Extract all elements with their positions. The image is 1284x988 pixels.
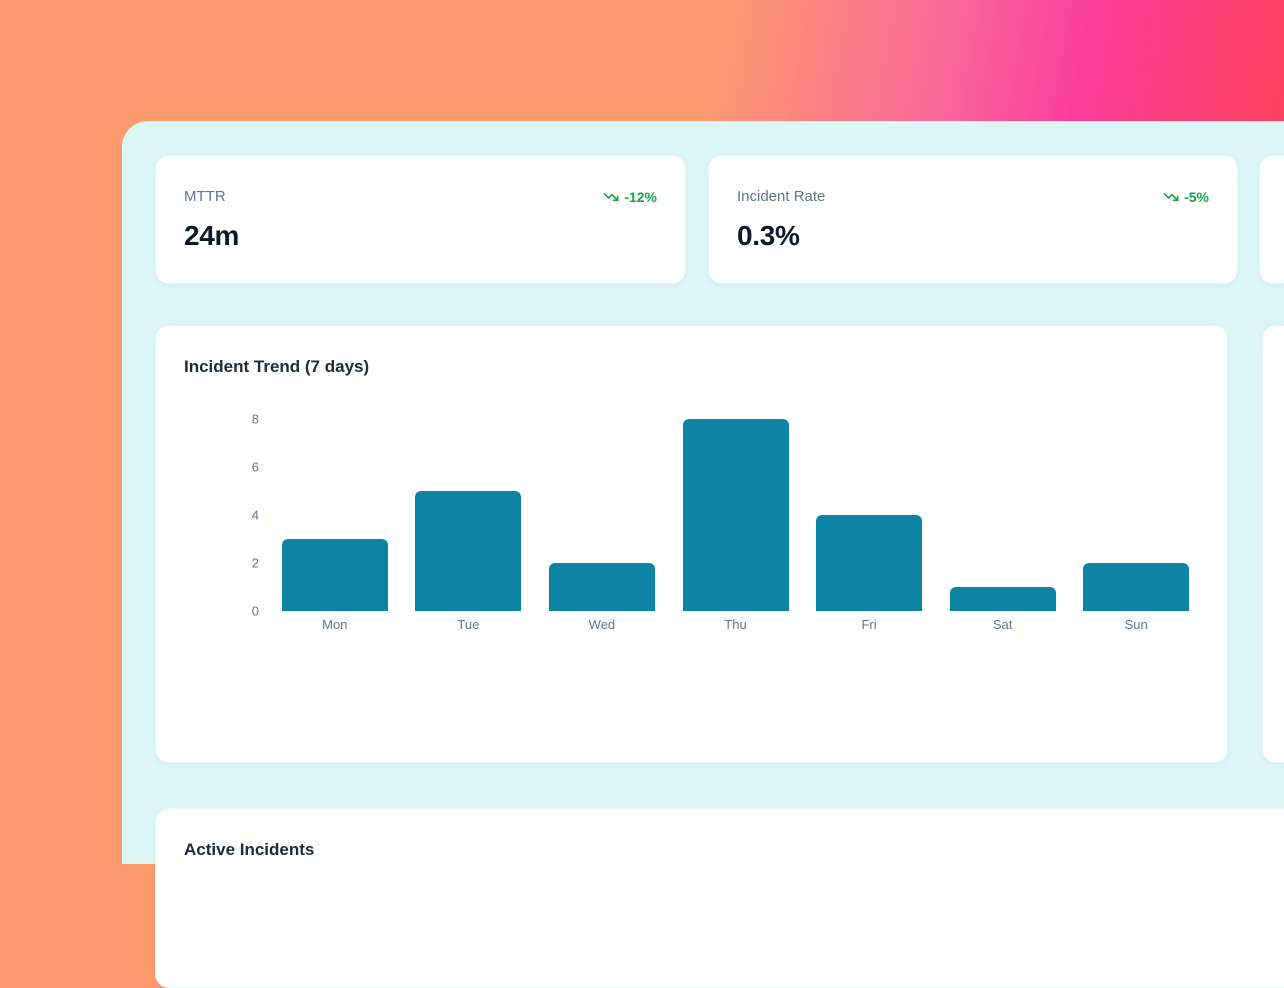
kpi-trend-value: -5% [1184, 189, 1209, 205]
x-tick-label: Wed [588, 617, 616, 632]
kpi-value: 0.3% [737, 220, 800, 251]
trending-down-icon [603, 189, 619, 205]
kpi-trend-badge: -5% [1163, 189, 1209, 205]
bar-sat [949, 587, 1056, 611]
kpi-value: 24m [184, 220, 240, 251]
chart-y-axis: 0 2 4 6 8 [156, 413, 259, 618]
x-tick-label: Tue [457, 617, 480, 632]
kpi-card-incident-rate: Incident Rate -5% 0.3% [708, 155, 1238, 284]
kpi-trend-badge: -12% [603, 189, 657, 205]
kpi-card-mttr: MTTR -12% 24m [155, 155, 686, 284]
x-tick-label: Sun [1124, 617, 1148, 632]
chart-x-axis: Mon Tue Wed Thu Fri Sat Sun [268, 618, 1203, 638]
secondary-card-partial [1262, 325, 1284, 763]
y-tick-label: 4 [251, 507, 259, 523]
x-tick-label: Fri [861, 617, 877, 632]
y-tick-label: 2 [251, 555, 259, 571]
x-tick-label: Mon [322, 617, 348, 632]
trending-down-icon [1163, 189, 1179, 205]
kpi-card-header: MTTR -12% [184, 189, 657, 205]
kpi-label: MTTR [184, 188, 226, 205]
kpi-trend-value: -12% [624, 189, 657, 205]
chart-plot-area [268, 419, 1203, 611]
kpi-card-partial [1259, 155, 1284, 284]
bar-tue [415, 491, 522, 611]
active-incidents-title: Active Incidents [184, 840, 315, 859]
bar-wed [548, 563, 655, 611]
bar-mon [281, 539, 388, 611]
x-tick-label: Sat [992, 617, 1013, 632]
y-tick-label: 6 [251, 459, 259, 475]
kpi-label: Incident Rate [737, 188, 826, 205]
bar-fri [816, 515, 923, 611]
kpi-card-header: Incident Rate -5% [737, 189, 1209, 205]
incident-trend-card: Incident Trend (7 days) 0 2 4 6 8 Mon Tue Wed T… [155, 325, 1228, 763]
y-tick-label: 8 [251, 411, 259, 427]
dashboard-panel: MTTR -12% 24m Incident Rate [122, 121, 1284, 988]
bar-sun [1083, 563, 1190, 611]
chart-title: Incident Trend (7 days) [184, 357, 370, 376]
x-tick-label: Thu [724, 617, 747, 632]
y-tick-label: 0 [251, 603, 259, 619]
active-incidents-card: Active Incidents [155, 808, 1284, 988]
bar-thu [682, 419, 789, 611]
